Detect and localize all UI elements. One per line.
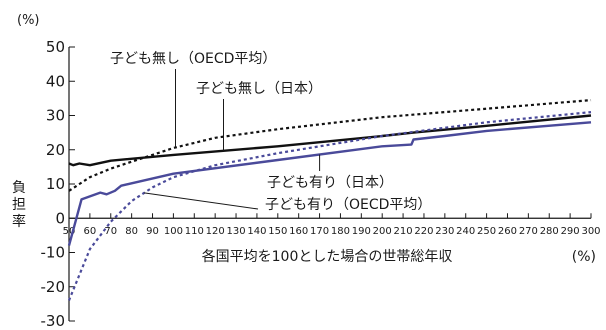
x-tick-label: 230 (435, 226, 454, 237)
x-tick-label: 280 (540, 226, 559, 237)
x-tick-label: 120 (206, 226, 225, 237)
y-unit-label: (%) (17, 13, 40, 28)
series-layer (67, 99, 592, 301)
x-tick-label: 110 (185, 226, 204, 237)
x-tick-label: 100 (164, 226, 183, 237)
x-tick-label: 290 (561, 226, 580, 237)
x-tick-label: 220 (414, 226, 433, 237)
x-tick-label: 250 (477, 226, 496, 237)
series-line-2 (67, 121, 592, 246)
y-tick-label: -30 (41, 312, 66, 330)
annotation-leader (144, 192, 259, 210)
series-line-3 (67, 111, 592, 301)
x-tick-label: 70 (104, 226, 117, 237)
x-tick-label: 130 (226, 226, 245, 237)
y-tick-label: -10 (41, 244, 66, 262)
series-annotation: 子ども無し（日本） (196, 81, 322, 97)
annotation-layer: 子ども無し（OECD平均） 子ども無し（日本） 子ども有り（日本） 子ども有り（OEC… (110, 51, 431, 213)
x-tick-label: 90 (146, 226, 159, 237)
x-tick-label: 80 (125, 226, 138, 237)
x-tick-label: 270 (519, 226, 538, 237)
y-tick-label: 20 (46, 141, 65, 159)
x-tick-label: 180 (331, 226, 350, 237)
y-tick-label: 50 (46, 38, 65, 56)
series-line-1 (68, 114, 592, 167)
y-tick-label: 40 (46, 72, 65, 90)
x-tick-label: 160 (289, 226, 308, 237)
x-tick-label: 210 (394, 226, 413, 237)
y-tick-label: 0 (55, 209, 65, 227)
series-annotation: 子ども有り（OECD平均） (265, 197, 431, 213)
y-axis-label: 負担率 (12, 180, 26, 230)
series-annotation: 子ども無し（OECD平均） (110, 51, 276, 67)
x-tick-label: 50 (63, 226, 76, 237)
x-tick-label: 190 (352, 226, 371, 237)
x-tick-label: 200 (373, 226, 392, 237)
y-tick-label: 30 (46, 107, 65, 125)
y-tick-label: -20 (41, 278, 66, 296)
x-tick-label: 140 (247, 226, 266, 237)
x-tick-label: 150 (268, 226, 287, 237)
x-tick-label: 300 (581, 226, 600, 237)
x-tick-label: 260 (498, 226, 517, 237)
x-tick-label: 240 (456, 226, 475, 237)
x-unit-label: (%) (572, 249, 596, 265)
y-tick-label: 10 (46, 175, 65, 193)
x-tick-label: 170 (310, 226, 329, 237)
series-annotation: 子ども有り（日本） (267, 175, 393, 191)
x-axis-label: 各国平均を100とした場合の世帯総年収 (202, 249, 453, 265)
x-tick-label: 60 (84, 226, 97, 237)
